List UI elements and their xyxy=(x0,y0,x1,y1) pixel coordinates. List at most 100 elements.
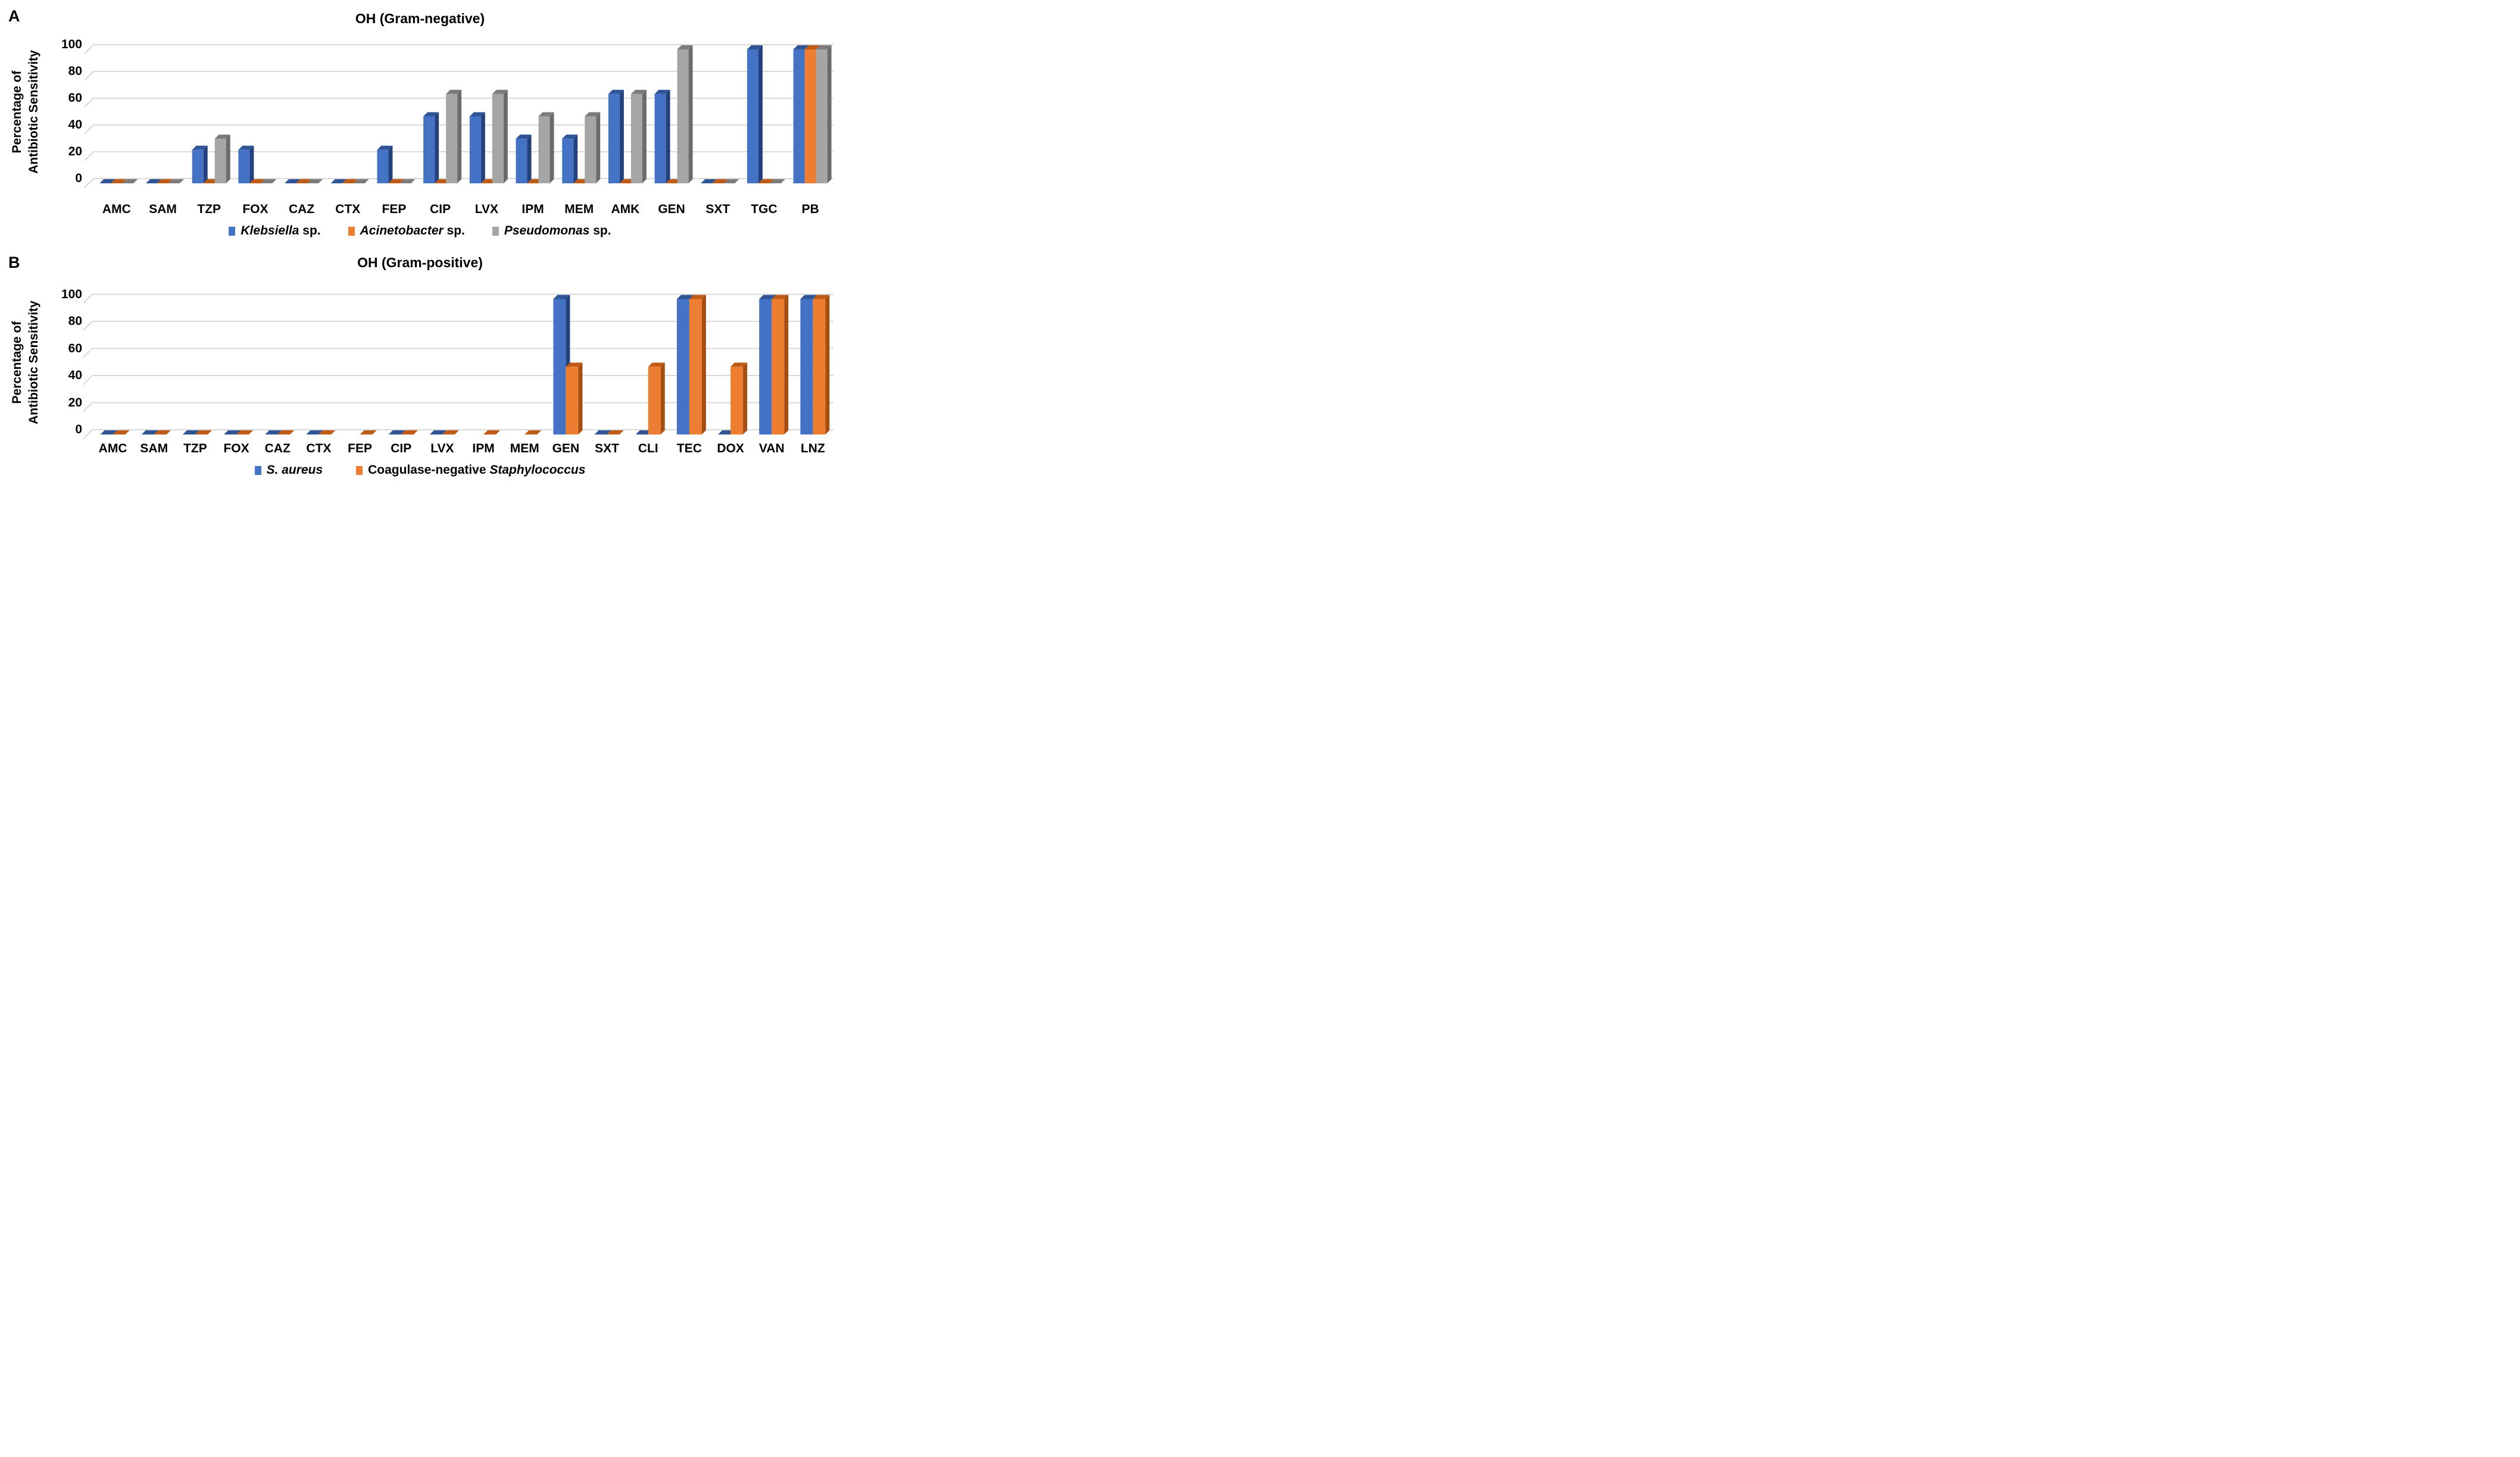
bar-Klebsiella sp.-AMK xyxy=(608,93,620,183)
bar-top-Acinetobacter sp.-FEP xyxy=(388,179,404,183)
bar-top-Acinetobacter sp.-TGC xyxy=(758,179,774,183)
x-category-label-SAM: SAM xyxy=(149,202,177,216)
bar-top-Klebsiella sp.-LVX xyxy=(469,112,485,117)
bar-top-Pseudomonas sp.-AMC xyxy=(122,179,138,183)
y-tick-label-40: 40 xyxy=(68,368,82,382)
legend-item-Pseudomonas sp.: Pseudomonas sp. xyxy=(492,224,611,238)
bar-top-Klebsiella sp.-TGC xyxy=(747,45,763,49)
bar-top-Klebsiella sp.-FOX xyxy=(238,145,254,150)
bar-Klebsiella sp.-MEM xyxy=(562,139,574,183)
bar-S. aureus-GEN xyxy=(553,299,566,434)
panel-a-plot xyxy=(84,44,833,188)
bar-top-Klebsiella sp.-GEN xyxy=(654,89,670,94)
bar-Coagulase-negative Staphylococcus-TEC xyxy=(689,299,702,434)
y-tick-label-80: 80 xyxy=(68,64,82,78)
bar-Acinetobacter sp.-PB xyxy=(804,49,816,183)
gridline-depth-tick-80 xyxy=(83,321,93,331)
bar-S. aureus-TEC xyxy=(676,299,689,434)
legend-label: Coagulase-negative Staphylococcus xyxy=(368,463,586,477)
bar-top-S. aureus-LVX xyxy=(429,430,446,434)
legend-swatch-icon xyxy=(254,465,261,475)
bar-side-Klebsiella sp.-FOX xyxy=(249,145,254,183)
bar-side-Coagulase-negative Staphylococcus-GEN xyxy=(578,362,583,434)
panel-b: B OH (Gram-positive) Percentage of Antib… xyxy=(0,250,840,486)
gridline-depth-tick-100 xyxy=(84,44,94,54)
bar-Klebsiella sp.-TGC xyxy=(747,49,758,183)
gridline-depth-tick-0 xyxy=(84,178,94,188)
x-category-label-TZP: TZP xyxy=(183,442,207,455)
bar-top-Pseudomonas sp.-GEN xyxy=(677,45,693,49)
gridline-depth-tick-0 xyxy=(83,429,93,439)
bar-top-Coagulase-negative Staphylococcus-TZP xyxy=(195,430,212,434)
x-category-label-VAN: VAN xyxy=(758,442,785,455)
bar-top-Coagulase-negative Staphylococcus-VAN xyxy=(772,295,789,299)
legend-item-S. aureus: S. aureus xyxy=(254,463,323,477)
bar-top-Acinetobacter sp.-SXT xyxy=(712,179,728,183)
bar-top-Klebsiella sp.-TZP xyxy=(192,145,208,150)
gridline-depth-tick-60 xyxy=(84,98,94,108)
bar-top-Pseudomonas sp.-MEM xyxy=(585,112,601,117)
legend-swatch-icon xyxy=(348,226,355,236)
bar-Coagulase-negative Staphylococcus-CLI xyxy=(648,367,661,434)
bar-top-S. aureus-VAN xyxy=(759,295,776,299)
y-tick-label-80: 80 xyxy=(68,314,82,328)
panel-b-title: OH (Gram-positive) xyxy=(357,255,483,270)
gridline-depth-tick-80 xyxy=(84,71,94,81)
x-category-label-CIP: CIP xyxy=(430,202,451,216)
x-category-label-LNZ: LNZ xyxy=(800,442,825,455)
bar-Coagulase-negative Staphylococcus-DOX xyxy=(730,367,744,434)
bar-top-Coagulase-negative Staphylococcus-FOX xyxy=(236,430,254,434)
gridline-depth-tick-20 xyxy=(83,402,93,412)
x-category-label-PB: PB xyxy=(801,202,819,216)
bar-top-Coagulase-negative Staphylococcus-FEP xyxy=(360,430,377,434)
bar-top-Coagulase-negative Staphylococcus-IPM xyxy=(483,430,501,434)
bar-top-Pseudomonas sp.-PB xyxy=(816,45,832,49)
x-category-label-TEC: TEC xyxy=(676,442,702,455)
y-tick-label-0: 0 xyxy=(75,423,82,436)
x-category-label-CAZ: CAZ xyxy=(289,202,315,216)
legend-swatch-icon xyxy=(492,226,499,236)
bar-top-S. aureus-LNZ xyxy=(800,295,817,299)
figure: A OH (Gram-negative) Percentage of Antib… xyxy=(0,0,840,486)
bar-top-Coagulase-negative Staphylococcus-LNZ xyxy=(813,295,830,299)
bar-side-Pseudomonas sp.-TZP xyxy=(226,135,230,183)
bar-Pseudomonas sp.-PB xyxy=(816,49,827,183)
bar-top-Pseudomonas sp.-SXT xyxy=(723,179,739,183)
legend-label: Pseudomonas sp. xyxy=(504,224,611,237)
panel-b-legend: S. aureus Coagulase-negative Staphylococc… xyxy=(0,463,840,477)
y-tick-label-40: 40 xyxy=(68,118,82,132)
x-category-label-MEM: MEM xyxy=(510,442,539,455)
x-category-label-DOX: DOX xyxy=(717,442,744,455)
bar-top-Acinetobacter sp.-CTX xyxy=(342,179,358,183)
bar-top-S. aureus-TZP xyxy=(182,430,199,434)
bar-side-Klebsiella sp.-AMK xyxy=(619,89,624,183)
x-category-label-CTX: CTX xyxy=(306,442,332,455)
bar-side-Coagulase-negative Staphylococcus-VAN xyxy=(784,295,789,434)
bar-top-Coagulase-negative Staphylococcus-LVX xyxy=(442,430,459,434)
bar-top-Klebsiella sp.-AMK xyxy=(608,89,624,94)
bar-side-Coagulase-negative Staphylococcus-DOX xyxy=(743,362,748,434)
bar-Klebsiella sp.-PB xyxy=(793,49,805,183)
bar-top-Acinetobacter sp.-SAM xyxy=(157,179,173,183)
panel-a-title: OH (Gram-negative) xyxy=(355,11,485,26)
x-category-label-LVX: LVX xyxy=(474,202,498,216)
bar-Pseudomonas sp.-AMK xyxy=(630,93,642,183)
bar-top-S. aureus-CAZ xyxy=(265,430,282,434)
bar-top-Pseudomonas sp.-TGC xyxy=(769,179,785,183)
bar-top-Pseudomonas sp.-LVX xyxy=(492,89,508,94)
bar-top-S. aureus-FOX xyxy=(224,430,241,434)
bar-top-Pseudomonas sp.-CIP xyxy=(446,89,462,94)
legend-item-Klebsiella sp.: Klebsiella sp. xyxy=(229,224,321,238)
bar-top-S. aureus-CTX xyxy=(306,430,323,434)
y-tick-label-60: 60 xyxy=(68,91,82,105)
bar-Pseudomonas sp.-GEN xyxy=(677,49,689,183)
x-category-label-FOX: FOX xyxy=(223,442,249,455)
bar-side-Pseudomonas sp.-MEM xyxy=(596,112,601,183)
bar-side-Pseudomonas sp.-LVX xyxy=(503,89,508,183)
gridline-depth-tick-20 xyxy=(84,151,94,161)
bar-top-Klebsiella sp.-CTX xyxy=(330,179,346,183)
bar-Pseudomonas sp.-TZP xyxy=(214,139,226,183)
legend-label: S. aureus xyxy=(266,463,323,477)
bar-top-S. aureus-AMC xyxy=(100,430,117,434)
legend-swatch-icon xyxy=(229,226,236,236)
